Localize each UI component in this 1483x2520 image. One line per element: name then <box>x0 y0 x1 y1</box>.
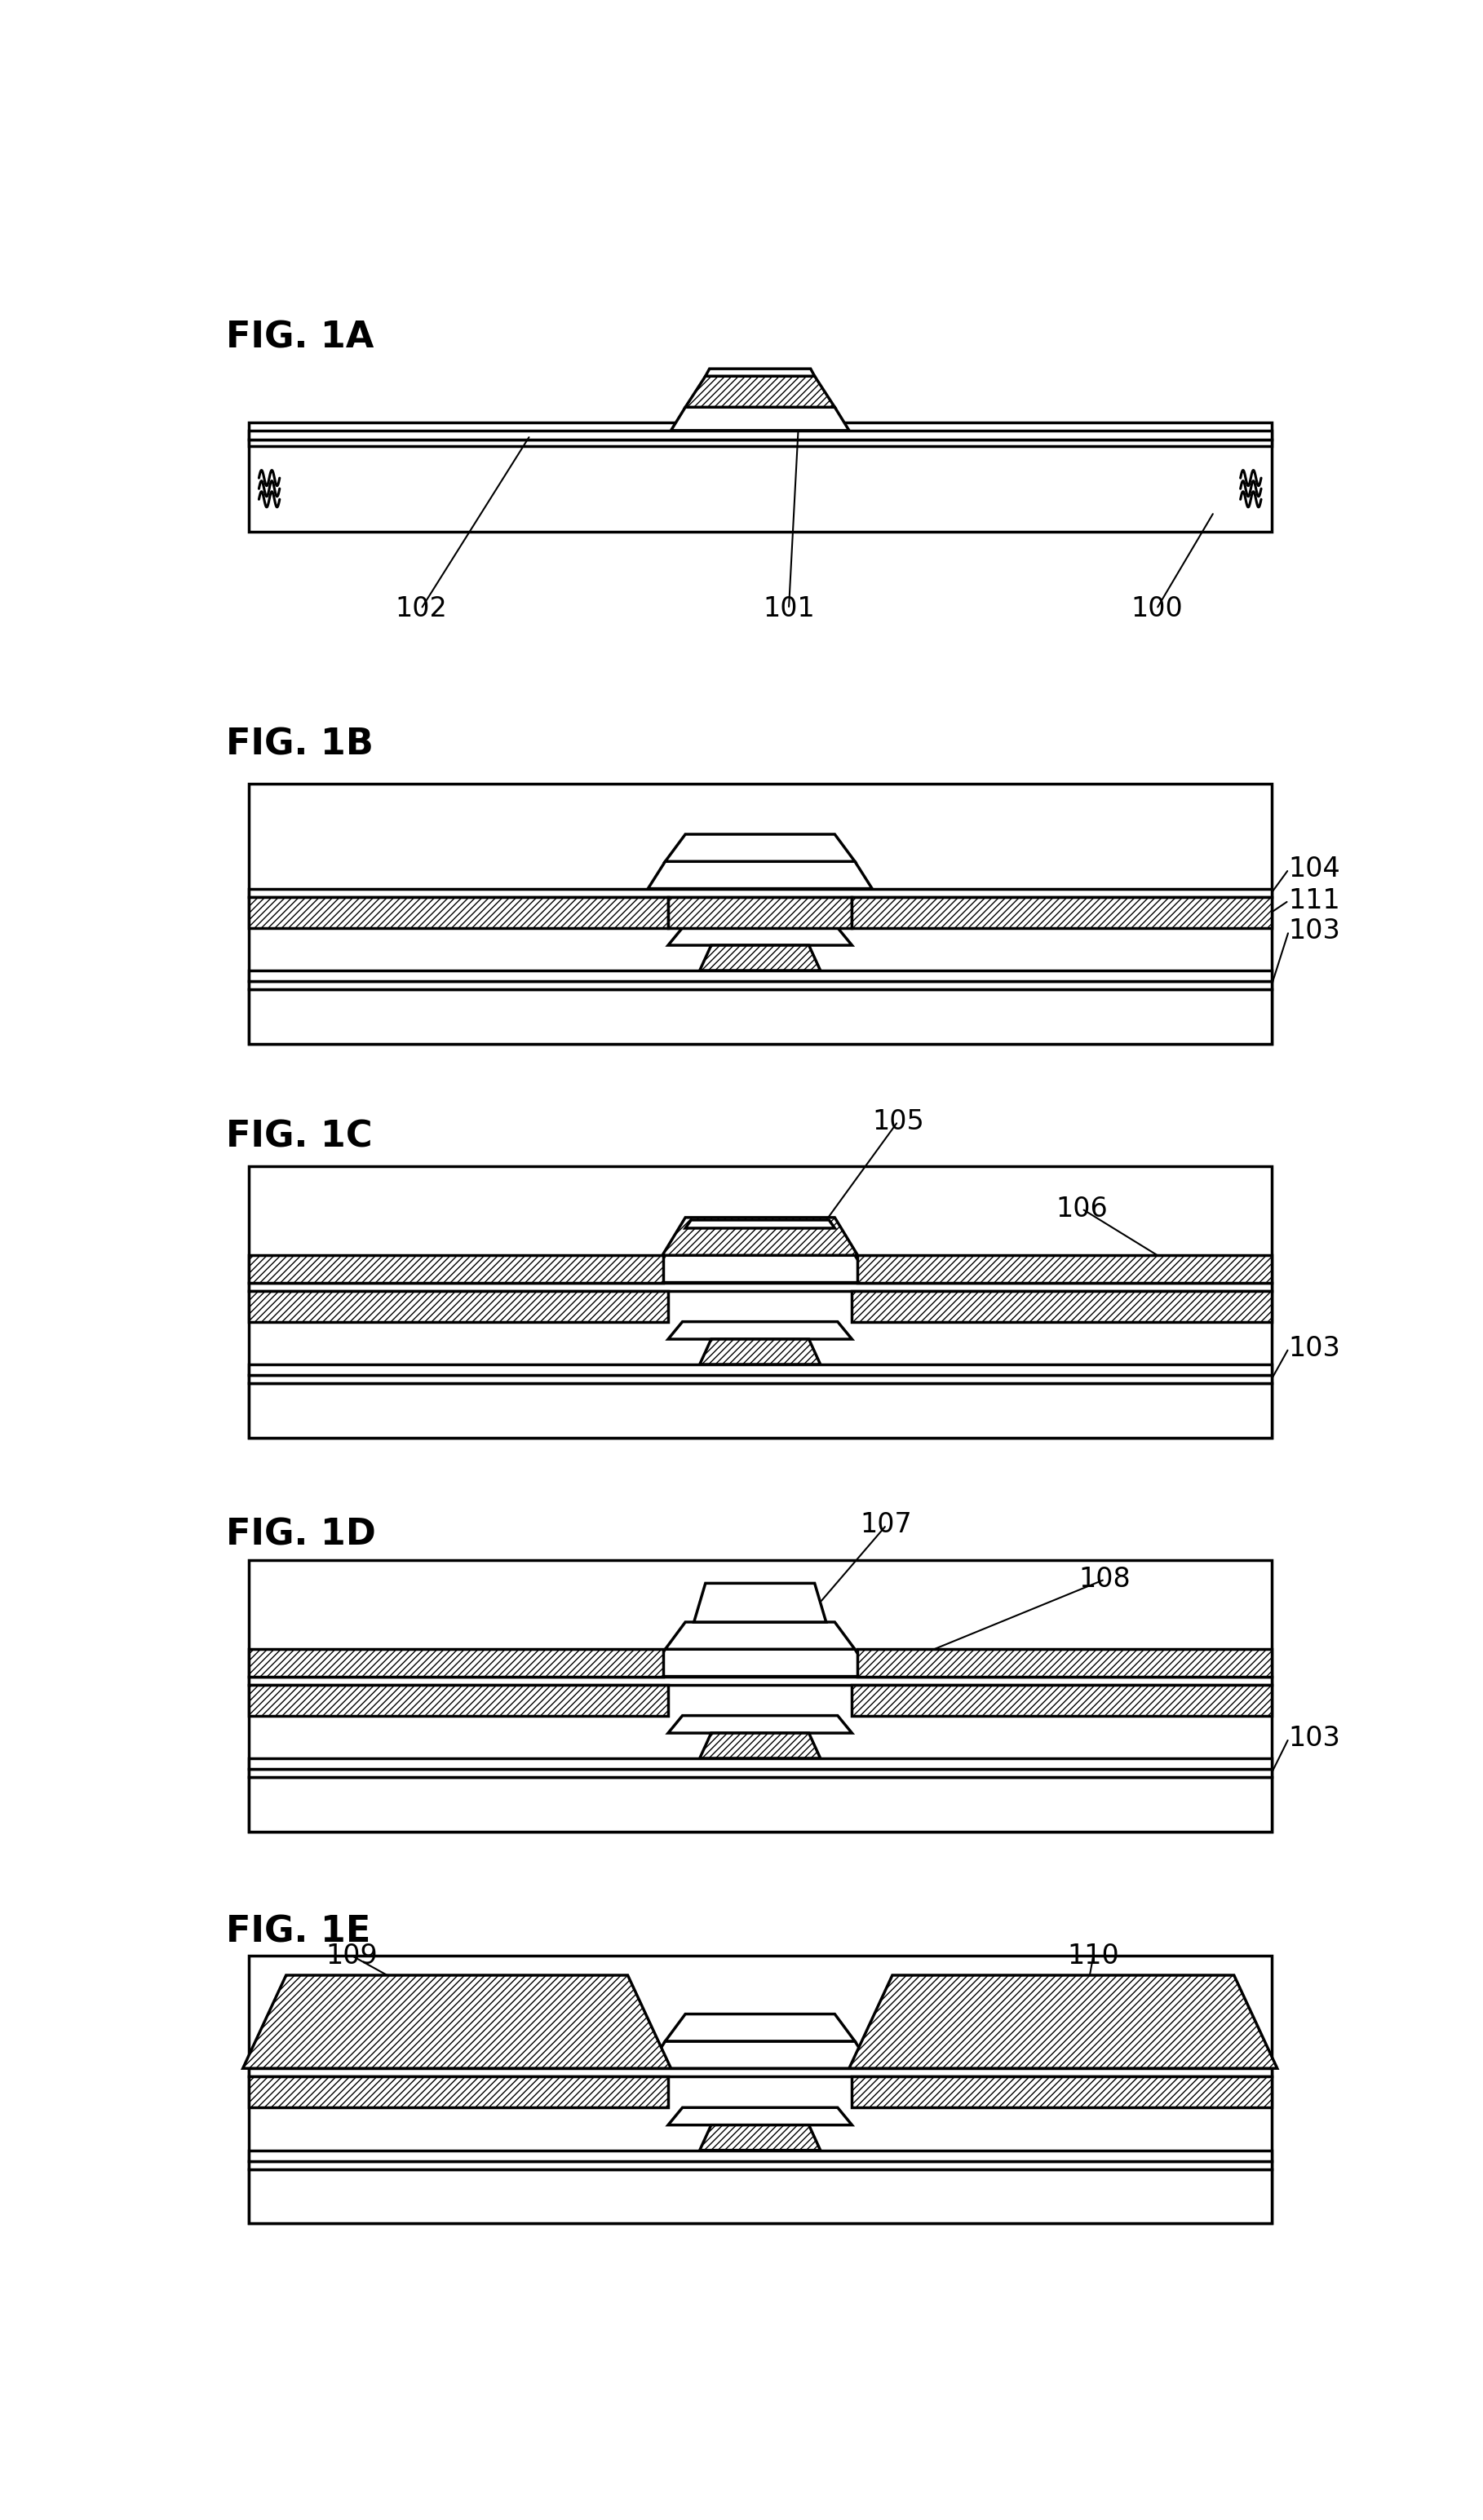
Polygon shape <box>249 1560 1271 1832</box>
Polygon shape <box>685 375 835 408</box>
Polygon shape <box>249 2162 1271 2170</box>
Polygon shape <box>249 1777 1271 1832</box>
Polygon shape <box>249 990 1271 1043</box>
Polygon shape <box>249 1290 667 1320</box>
Polygon shape <box>670 408 850 431</box>
Polygon shape <box>249 1363 1271 1376</box>
Polygon shape <box>648 862 872 890</box>
Polygon shape <box>648 2041 872 2069</box>
Polygon shape <box>249 1683 667 1716</box>
Polygon shape <box>666 1623 854 1648</box>
Polygon shape <box>249 2150 1271 2162</box>
Polygon shape <box>249 1956 1271 2223</box>
Polygon shape <box>249 970 1271 980</box>
Text: 110: 110 <box>1068 1943 1120 1968</box>
Polygon shape <box>851 1290 1271 1320</box>
Polygon shape <box>700 945 820 970</box>
Polygon shape <box>249 423 1271 532</box>
Text: 104: 104 <box>1289 857 1341 882</box>
Text: 108: 108 <box>1080 1565 1130 1593</box>
Polygon shape <box>249 1759 1271 1769</box>
Text: FIG. 1D: FIG. 1D <box>225 1517 375 1552</box>
Polygon shape <box>694 1583 826 1623</box>
Polygon shape <box>851 2076 1271 2107</box>
Polygon shape <box>249 1167 1271 1436</box>
Polygon shape <box>700 1734 820 1759</box>
Text: 103: 103 <box>1289 917 1341 945</box>
Polygon shape <box>249 1676 1271 1683</box>
Text: 111: 111 <box>1289 887 1341 915</box>
Text: 102: 102 <box>394 595 446 622</box>
Polygon shape <box>857 1648 1271 1676</box>
Polygon shape <box>249 1283 1271 1290</box>
Text: 109: 109 <box>326 1943 378 1968</box>
Text: FIG. 1E: FIG. 1E <box>225 1915 371 1950</box>
Polygon shape <box>249 1769 1271 1777</box>
Polygon shape <box>667 2107 851 2124</box>
Polygon shape <box>648 1255 872 1283</box>
Polygon shape <box>857 1255 1271 1283</box>
Text: 107: 107 <box>860 1512 912 1540</box>
Text: 103: 103 <box>1289 1724 1341 1751</box>
Polygon shape <box>249 2170 1271 2223</box>
Polygon shape <box>851 1683 1271 1716</box>
Text: FIG. 1B: FIG. 1B <box>225 728 374 764</box>
Polygon shape <box>249 2069 1271 2076</box>
Polygon shape <box>663 1217 857 1255</box>
Polygon shape <box>249 784 1271 1043</box>
Polygon shape <box>700 2124 820 2150</box>
Polygon shape <box>249 890 1271 897</box>
Polygon shape <box>851 897 1271 927</box>
Text: 106: 106 <box>1056 1194 1108 1222</box>
Text: 103: 103 <box>1289 1336 1341 1361</box>
Polygon shape <box>249 980 1271 990</box>
Polygon shape <box>706 368 814 375</box>
Polygon shape <box>249 438 1271 446</box>
Polygon shape <box>666 1227 854 1255</box>
Polygon shape <box>667 927 851 945</box>
Polygon shape <box>666 834 854 862</box>
Polygon shape <box>666 2013 854 2041</box>
Polygon shape <box>249 1376 1271 1383</box>
Polygon shape <box>700 1338 820 1363</box>
Polygon shape <box>685 1220 835 1227</box>
Text: 100: 100 <box>1130 595 1182 622</box>
Polygon shape <box>249 1383 1271 1436</box>
Text: 101: 101 <box>762 595 814 622</box>
Polygon shape <box>243 1976 670 2069</box>
Text: 105: 105 <box>872 1109 924 1134</box>
Text: FIG. 1A: FIG. 1A <box>225 320 374 355</box>
Polygon shape <box>249 431 1271 438</box>
Polygon shape <box>667 897 851 927</box>
Polygon shape <box>249 897 667 927</box>
Polygon shape <box>667 1320 851 1338</box>
Polygon shape <box>648 1648 872 1676</box>
Polygon shape <box>850 1976 1277 2069</box>
Text: FIG. 1C: FIG. 1C <box>225 1119 372 1154</box>
Polygon shape <box>249 1255 663 1283</box>
Polygon shape <box>249 2076 667 2107</box>
Polygon shape <box>667 1716 851 1734</box>
Polygon shape <box>249 1648 663 1676</box>
